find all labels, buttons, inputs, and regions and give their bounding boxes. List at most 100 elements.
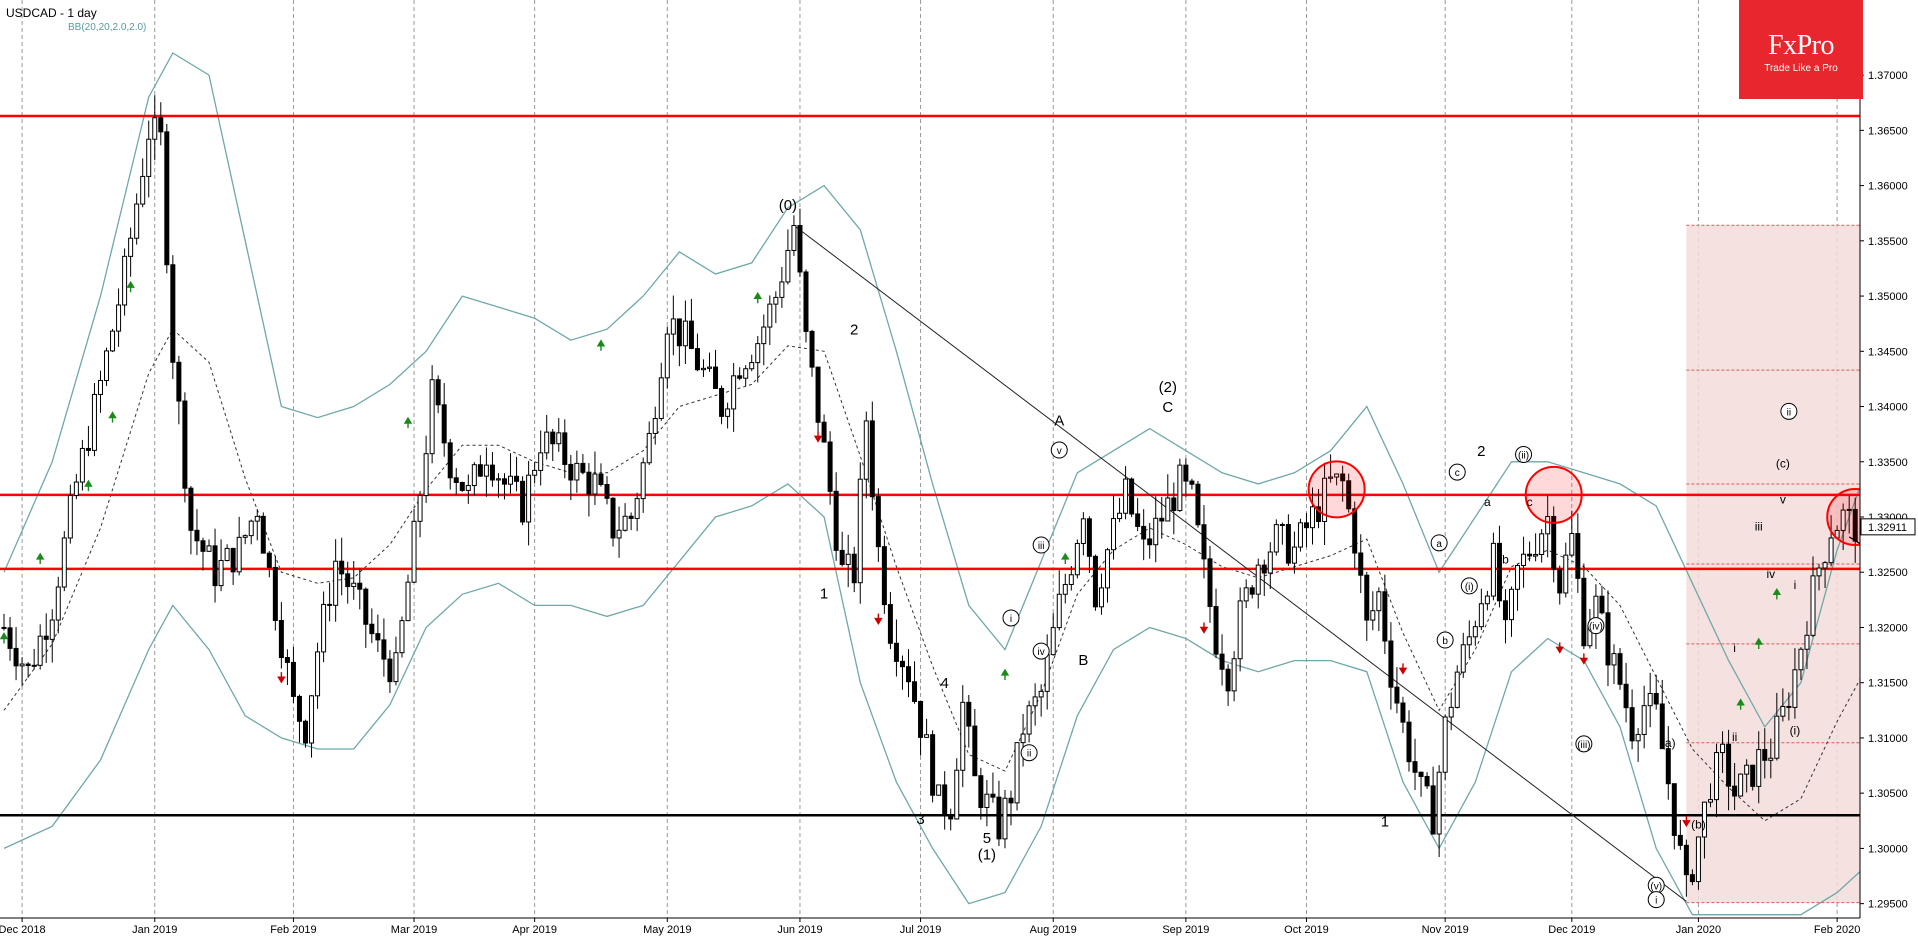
candle-body — [194, 529, 200, 542]
candle-body — [1442, 716, 1448, 773]
up-arrow-icon — [403, 416, 413, 429]
candle-body — [918, 700, 924, 738]
candle-body — [321, 603, 327, 653]
candle-body — [749, 362, 755, 370]
candle-body — [1370, 610, 1376, 621]
candle-body — [1689, 874, 1695, 883]
candle-body — [278, 619, 284, 659]
candle-body — [296, 695, 302, 722]
candle-body — [550, 431, 556, 445]
x-tick-label: Mar 2019 — [391, 924, 437, 936]
candle-body — [676, 318, 682, 347]
candle-body — [532, 469, 538, 476]
candle-body — [1707, 799, 1713, 803]
candle-body — [598, 473, 604, 486]
candle-body — [1774, 715, 1780, 759]
candle-body — [634, 498, 640, 519]
candle-body — [1020, 733, 1026, 744]
candle-body — [1412, 761, 1418, 773]
wave-label: 4 — [941, 675, 949, 692]
up-arrow-icon — [1061, 552, 1070, 564]
circled-label-ring — [1460, 577, 1478, 595]
candle-body — [188, 487, 194, 531]
candle-body — [694, 348, 700, 371]
candle-body — [652, 417, 658, 434]
candle-body — [1267, 551, 1273, 574]
circled-label-ring — [1032, 536, 1050, 554]
candle-body — [610, 497, 616, 539]
candle-body — [1261, 564, 1267, 574]
candle-body — [1804, 634, 1810, 650]
candle-body — [1575, 533, 1581, 579]
candle-body — [821, 421, 827, 443]
circled-wave-label: (iv) — [1589, 622, 1603, 633]
wave-label: iii — [1755, 519, 1763, 533]
candle-body — [996, 796, 1002, 840]
candle-body — [1539, 533, 1545, 556]
candle-body — [1545, 515, 1551, 535]
candle-body — [1002, 797, 1008, 840]
wave-label: 3 — [916, 811, 924, 828]
candle-body — [1195, 483, 1201, 526]
candle-body — [284, 657, 290, 663]
candle-body — [688, 320, 694, 350]
y-axis-panel — [1860, 0, 1918, 938]
candle-body — [1068, 574, 1074, 585]
candle-body — [411, 520, 417, 583]
candle-body — [1334, 473, 1340, 478]
candle-body — [1569, 533, 1575, 556]
y-tick-label: 1.31000 — [1868, 733, 1908, 745]
candle-body — [1521, 553, 1527, 567]
candle-body — [1388, 640, 1394, 688]
candle-body — [266, 552, 272, 568]
candle-body — [1509, 588, 1514, 621]
candle-body — [134, 203, 140, 239]
candle-body — [1786, 705, 1792, 708]
x-tick-label: Feb 2019 — [270, 924, 316, 936]
wave-label: 1 — [1381, 813, 1389, 830]
candle-body — [1086, 518, 1092, 557]
candle-body — [97, 379, 103, 395]
wave-label: B — [1078, 652, 1088, 669]
candle-body — [110, 330, 116, 352]
candle-body — [1153, 517, 1159, 546]
candle-body — [972, 725, 978, 777]
candle-body — [128, 237, 134, 257]
candle-body — [91, 393, 97, 451]
candle-body — [1629, 707, 1635, 742]
candle-body — [773, 296, 779, 305]
candle-body — [622, 515, 628, 531]
candle-body — [869, 420, 875, 498]
wave-label: (a) — [1661, 736, 1676, 750]
candle-body — [508, 475, 514, 485]
candle-body — [375, 633, 381, 641]
candle-body — [930, 734, 936, 796]
x-tick-label: Oct 2019 — [1284, 924, 1329, 936]
wave-label: (0) — [779, 197, 797, 214]
candle-body — [393, 652, 399, 683]
candle-body — [1418, 771, 1424, 777]
wave-label: (b) — [1691, 818, 1706, 832]
candle-body — [1635, 733, 1641, 742]
candle-body — [1496, 542, 1502, 602]
candle-body — [839, 549, 845, 565]
circled-label-ring — [1587, 617, 1605, 635]
candle-body — [1074, 543, 1080, 576]
candle-body — [1726, 743, 1732, 787]
x-tick-label: Jan 2019 — [132, 924, 177, 936]
candle-body — [19, 663, 25, 667]
candle-body — [43, 635, 49, 640]
candle-body — [682, 320, 688, 347]
candle-body — [1147, 538, 1153, 546]
candle-body — [423, 453, 429, 497]
candle-body — [1810, 575, 1816, 636]
candle-body — [1243, 587, 1249, 602]
candle-body — [447, 442, 453, 479]
candle-body — [954, 769, 960, 820]
candle-body — [1478, 603, 1484, 628]
candle-body — [1671, 783, 1677, 836]
candle-body — [737, 375, 743, 379]
candle-body — [272, 566, 278, 621]
candle-body — [1472, 626, 1478, 638]
candle-body — [1714, 752, 1720, 801]
